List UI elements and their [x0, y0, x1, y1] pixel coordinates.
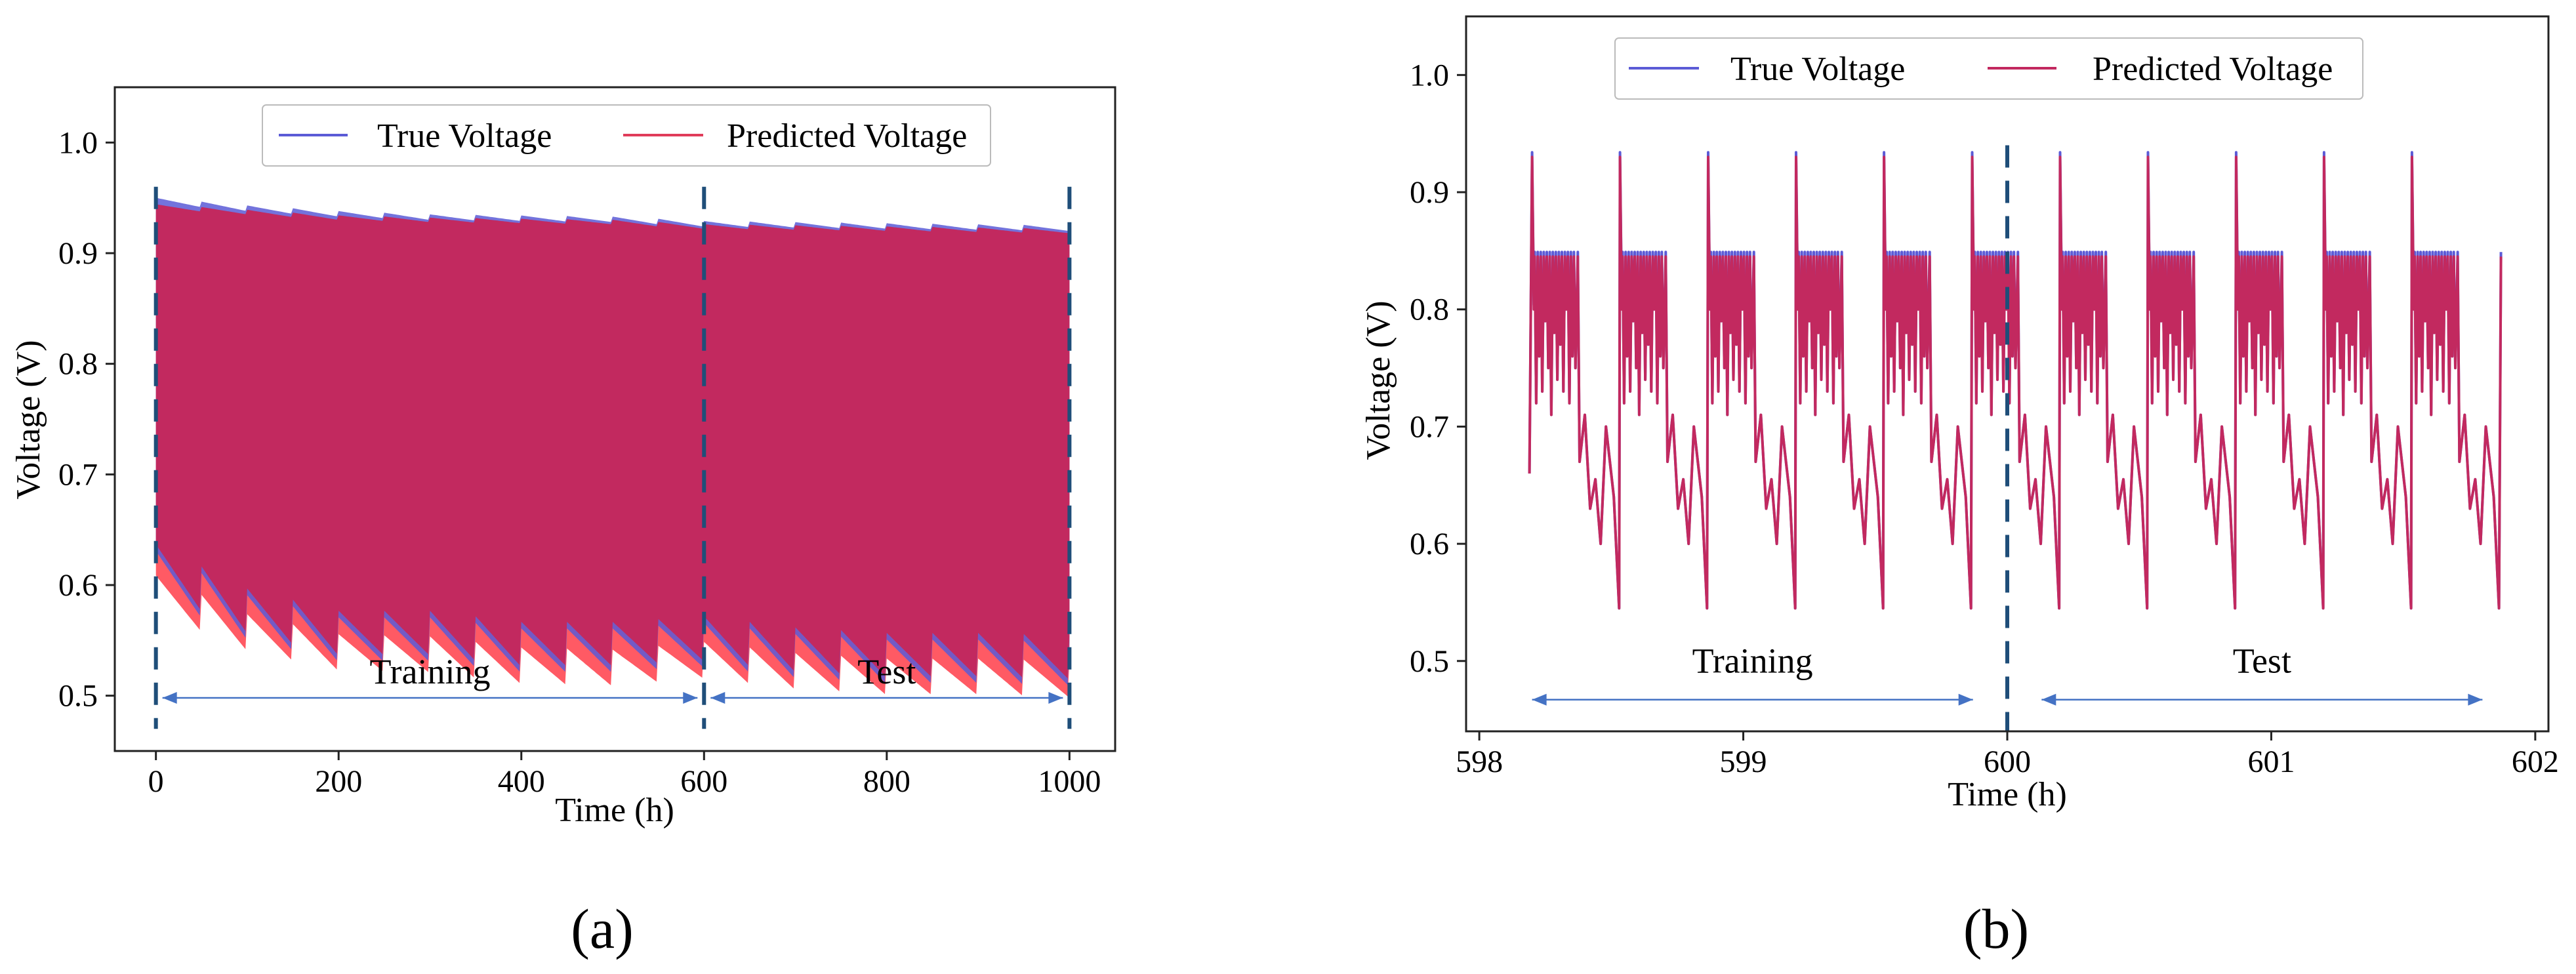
panel-b-y-tick-label: 1.0 [1410, 58, 1449, 92]
panel-a-legend: True Voltage Predicted Voltage [262, 104, 991, 167]
panel-a-y-tick-label: 0.5 [58, 679, 98, 714]
panel-b-region-label-training: Training [1692, 641, 1813, 681]
panel-b-y-axis-label: Voltage (V) [1360, 300, 1397, 460]
panel-a-training-arrow-head-right [683, 692, 698, 704]
panel-b-x-tick-label: 599 [1720, 744, 1767, 779]
panel-a-frame [113, 86, 1116, 752]
panel-b-legend: True Voltage Predicted Voltage [1614, 37, 2363, 100]
panel-a-y-tick-label: 0.7 [58, 457, 98, 492]
panel-b-x-tick-label: 600 [1984, 744, 2031, 779]
panel-a-y-tick-label: 1.0 [58, 125, 98, 160]
panel-b-x-tick-label: 601 [2247, 744, 2295, 779]
panel-a-regions: Training Test [162, 652, 1063, 704]
panel-b-regions: Training Test [1532, 641, 2483, 706]
panel-a-x-tick-label: 400 [498, 764, 545, 799]
panel-a-y-tick-label: 0.9 [58, 236, 98, 271]
chart-panel-b: 598 599 600 601 602 0.5 0.6 0.7 0.8 0.9 1.0 Traini… [1360, 15, 2559, 960]
panel-b-y-tick-label: 0.5 [1410, 644, 1449, 679]
panel-b-voltage-lines [1528, 151, 2503, 610]
panel-b-y-tick-label: 0.7 [1410, 409, 1449, 444]
panel-b-legend-true-label: True Voltage [1730, 51, 1905, 88]
panel-a-x-tick-label: 0 [148, 764, 164, 799]
panel-a-caption: (a) [571, 897, 633, 960]
panel-a-x-tick-label: 1000 [1038, 764, 1101, 799]
panel-b-training-arrow-head-right [1958, 693, 1973, 706]
panel-a-test-arrow-head-right [1048, 692, 1063, 704]
panel-b-test-arrow-head-left [2041, 693, 2056, 706]
panel-a-legend-true-label: True Voltage [377, 117, 552, 155]
panel-b-frame [1465, 15, 2550, 733]
panel-b-ticks: 598 599 600 601 602 0.5 0.6 0.7 0.8 0.9 1.0 [1410, 58, 2559, 779]
panel-b-test-arrow-head-right [2468, 693, 2483, 706]
panel-a-boundaries [153, 186, 1072, 729]
panel-b-x-tick-label: 598 [1456, 744, 1503, 779]
panel-b-y-tick-label: 0.8 [1410, 293, 1449, 327]
chart-panel-a: 0 200 400 600 800 1000 0.5 0.6 0.7 0.8 0.9 1.0 Trai… [10, 86, 1116, 960]
panel-a-region-label-test: Test [857, 652, 916, 691]
panel-b-legend-pred-label: Predicted Voltage [2093, 51, 2333, 88]
panel-a-x-tick-label: 600 [680, 764, 727, 799]
panel-a-legend-pred-label: Predicted Voltage [727, 117, 967, 155]
panel-b-x-tick-label: 602 [2512, 744, 2559, 779]
panel-a-region-label-training: Training [369, 652, 490, 691]
panel-b-predicted-voltage-line [1528, 155, 2503, 610]
panel-a-y-tick-label: 0.8 [58, 347, 98, 382]
panel-b-y-tick-label: 0.9 [1410, 175, 1449, 210]
panel-a-y-tick-label: 0.6 [58, 568, 98, 603]
panel-b-region-label-test: Test [2233, 641, 2291, 681]
panel-a-y-axis-label: Voltage (V) [10, 340, 47, 499]
panel-a-x-tick-label: 800 [863, 764, 910, 799]
panel-a-x-axis-label: Time (h) [555, 792, 674, 829]
panel-a-voltage-bands [155, 197, 1070, 697]
panel-a-training-arrow-head-left [162, 692, 177, 704]
panel-a-ticks: 0 200 400 600 800 1000 0.5 0.6 0.7 0.8 0.9 1.0 [58, 125, 1101, 799]
panel-a-x-tick-label: 200 [315, 764, 362, 799]
panel-b-training-arrow-head-left [1532, 693, 1547, 706]
panel-b-y-tick-label: 0.6 [1410, 527, 1449, 561]
panel-b-x-axis-label: Time (h) [1948, 776, 2067, 813]
panel-a-test-arrow-head-left [710, 692, 726, 704]
panel-a-overlap-band [155, 204, 1070, 679]
panel-b-caption: (b) [1963, 897, 2029, 960]
